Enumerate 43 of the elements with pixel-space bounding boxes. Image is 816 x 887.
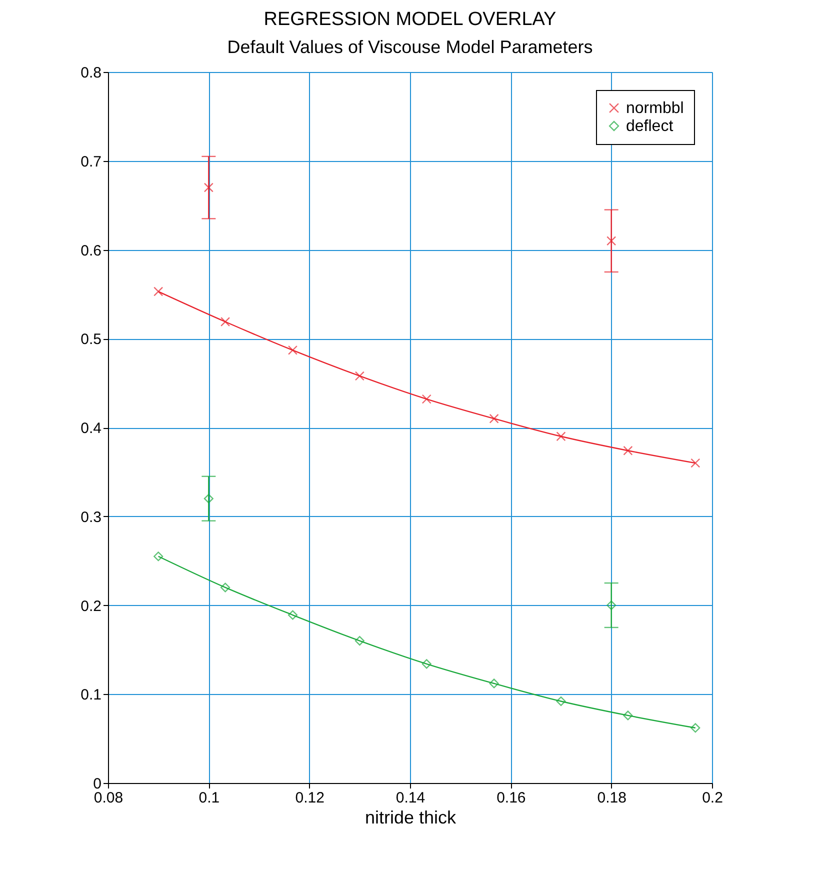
point — [288, 345, 298, 355]
y-tick-label: 0.2 — [80, 598, 102, 615]
point — [690, 458, 700, 468]
y-tick-label: 0 — [93, 776, 102, 792]
point — [623, 446, 633, 456]
chart-title: REGRESSION MODEL OVERLAY — [264, 9, 557, 30]
x-tick-label: 0.08 — [94, 790, 124, 806]
chart-subtitle: Default Values of Viscouse Model Parameters — [227, 37, 593, 57]
point — [220, 316, 230, 327]
point — [606, 236, 616, 246]
y-tick-label: 0.3 — [80, 508, 102, 526]
x-tick-label: 0.16 — [496, 790, 526, 806]
x-tick-label: 0.12 — [295, 790, 324, 806]
point — [354, 636, 364, 646]
point — [354, 371, 364, 381]
point — [422, 659, 432, 669]
point — [690, 723, 700, 733]
point — [489, 414, 499, 424]
x-axis-title: nitride thick — [364, 808, 458, 828]
y-tick-label: 0.4 — [80, 420, 102, 437]
point — [220, 582, 230, 592]
x-tick-label: 0.14 — [396, 790, 426, 806]
point — [606, 600, 616, 610]
point — [154, 286, 164, 296]
y-tick-label: 0.8 — [80, 64, 102, 82]
y-tick-label: 0.6 — [80, 242, 102, 260]
point — [204, 494, 214, 504]
x-tick-label: 0.1 — [198, 790, 220, 806]
y-tick-label: 0.1 — [80, 686, 102, 704]
y-tick-label: 0.7 — [80, 153, 102, 170]
point — [154, 552, 164, 562]
point — [556, 696, 566, 706]
y-tick-label: 0.5 — [80, 331, 102, 348]
legend-label: normbbl — [626, 100, 684, 117]
point — [489, 678, 499, 688]
point — [422, 394, 432, 404]
point — [556, 432, 566, 442]
point — [204, 182, 214, 192]
point — [623, 710, 633, 720]
point — [288, 610, 298, 620]
legend-label: deflect — [626, 118, 674, 135]
x-tick-label: 0.18 — [597, 790, 626, 806]
x-tick-label: 0.2 — [702, 790, 723, 806]
